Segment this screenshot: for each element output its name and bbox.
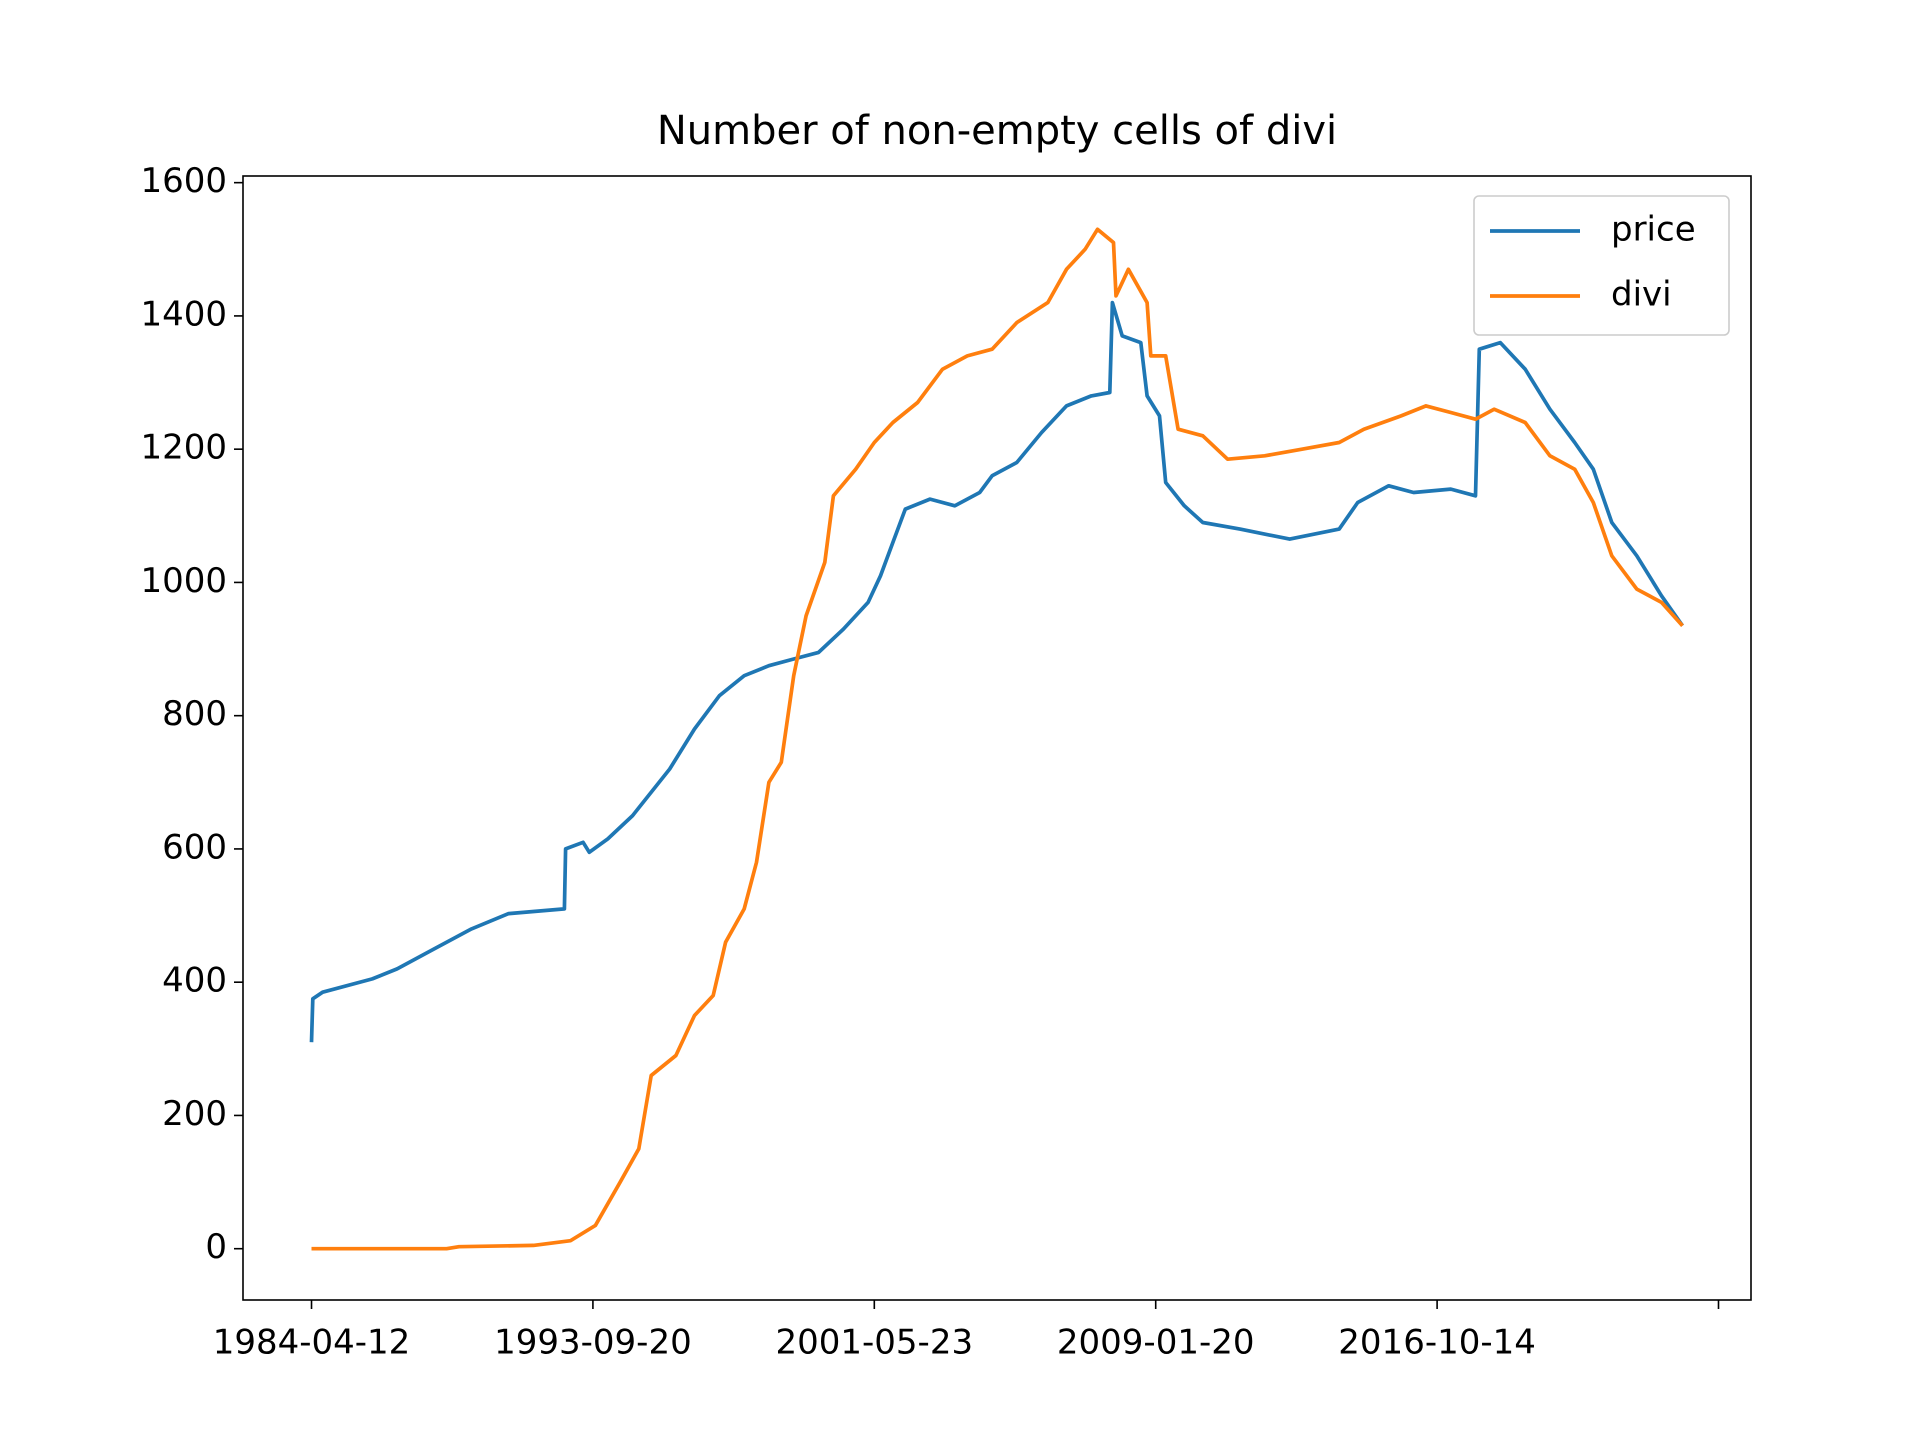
axes-frame: [242, 175, 1752, 1301]
x-tick-label: 2009-01-20: [1057, 1323, 1255, 1363]
y-tick-label: 800: [162, 694, 227, 734]
y-tick-label: 400: [162, 961, 227, 1001]
x-tick-label: 2001-05-23: [776, 1323, 974, 1363]
x-tick-label: 1993-09-20: [494, 1323, 692, 1363]
y-tick-label: 1000: [140, 561, 227, 601]
line-series: [311, 227, 1684, 1251]
y-tick-label: 200: [162, 1094, 227, 1134]
y-tick-label: 0: [205, 1227, 227, 1267]
y-tick-label: 1400: [140, 294, 227, 334]
legend-label: price: [1611, 210, 1696, 250]
y-tick-label: 600: [162, 827, 227, 867]
x-tick-label: 1984-04-12: [213, 1323, 411, 1363]
x-tick-label: 2016-10-14: [1338, 1323, 1536, 1363]
y-tick-label: 1200: [140, 428, 227, 468]
y-tick-label: 1600: [140, 161, 227, 201]
line-series: [309, 300, 1685, 1043]
chart-title: Number of non-empty cells of divi: [657, 108, 1337, 154]
legend-label: divi: [1611, 275, 1672, 315]
